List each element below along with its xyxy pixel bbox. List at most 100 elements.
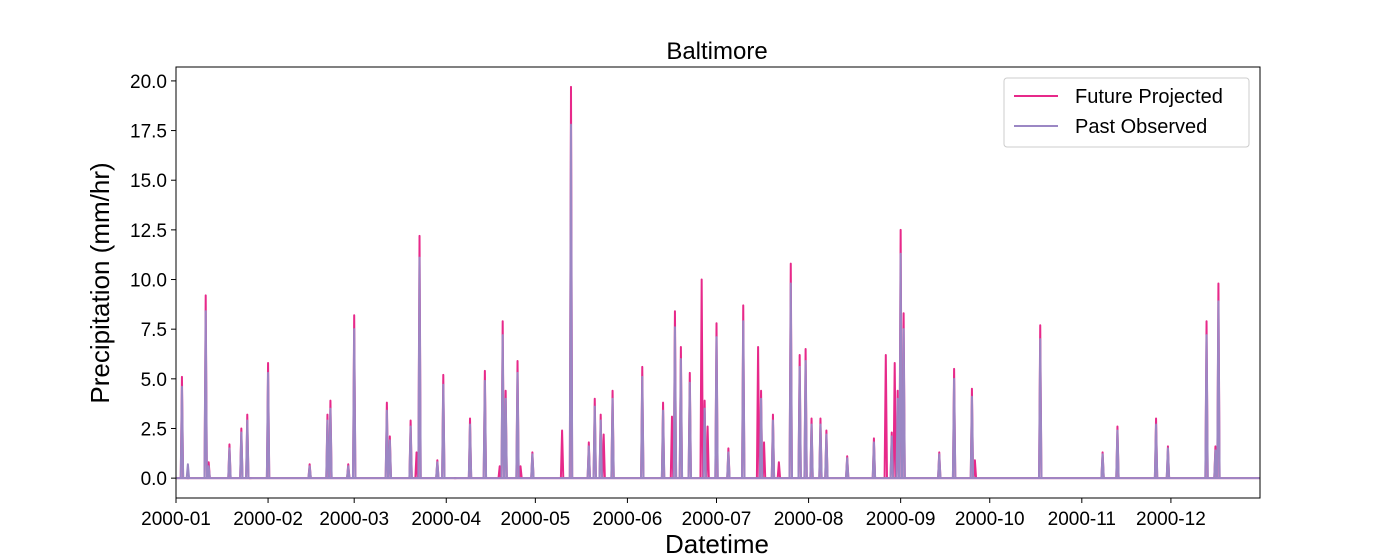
- series-point: [687, 381, 692, 479]
- series-point: [1115, 429, 1120, 479]
- y-tick-label: 17.5: [130, 122, 167, 143]
- series-point: [435, 461, 440, 479]
- series-point: [179, 385, 185, 479]
- series-point: [530, 453, 535, 479]
- chart-title: Baltimore: [666, 38, 767, 65]
- series-point: [660, 409, 666, 479]
- series-point: [818, 423, 823, 479]
- series-point: [714, 336, 719, 479]
- legend-label-future-projected: Future Projected: [1075, 86, 1223, 108]
- series-point: [898, 252, 903, 479]
- series-point: [227, 447, 232, 479]
- series-point: [408, 425, 413, 479]
- x-tick-label: 2000-05: [500, 509, 570, 530]
- series-point: [500, 334, 505, 479]
- series-point: [824, 433, 829, 479]
- y-tick-label: 15.0: [130, 171, 167, 192]
- y-axis-label: Precipitation (mm/hr): [85, 162, 115, 403]
- series-point: [586, 445, 592, 479]
- series-point: [702, 407, 707, 479]
- series-point: [895, 397, 900, 479]
- series-point: [307, 465, 312, 479]
- x-tick-label: 2000-02: [233, 509, 303, 530]
- y-tick-label: 20.0: [130, 72, 167, 93]
- y-axis-ticks: 0.0 2.5 5.0 7.5 10.0 12.5 15.0 17.5 20.0: [130, 72, 176, 490]
- series-point: [788, 282, 793, 479]
- x-tick-label: 2000-12: [1136, 509, 1206, 530]
- series-point: [776, 461, 782, 479]
- series-point: [346, 465, 351, 479]
- series-point: [758, 397, 764, 479]
- series-point: [1153, 423, 1159, 479]
- series-point: [972, 459, 978, 479]
- series-point: [206, 465, 211, 479]
- legend-label-past-observed: Past Observed: [1075, 116, 1207, 138]
- y-tick-label: 12.5: [130, 221, 167, 242]
- series-point: [598, 419, 603, 479]
- series-point: [467, 423, 473, 479]
- x-tick-label: 2000-06: [593, 509, 663, 530]
- series-point: [901, 328, 906, 479]
- x-tick-label: 2000-10: [955, 509, 1025, 530]
- series-point: [1204, 334, 1209, 479]
- series-point: [741, 320, 746, 479]
- series-point: [414, 451, 419, 479]
- series-point: [518, 465, 523, 479]
- series-point: [325, 419, 330, 479]
- series-point: [871, 441, 877, 479]
- y-tick-label: 2.5: [141, 419, 167, 440]
- x-tick-label: 2000-07: [682, 509, 752, 530]
- plot-area: [176, 85, 1260, 480]
- y-tick-label: 0.0: [141, 469, 167, 490]
- y-tick-label: 10.0: [130, 271, 167, 292]
- series-point: [809, 423, 814, 479]
- series-point: [239, 431, 244, 479]
- series-point: [441, 383, 446, 479]
- series-past-observed: [176, 123, 1260, 480]
- series-point: [951, 377, 957, 479]
- series-point: [678, 357, 684, 479]
- x-tick-label: 2000-04: [411, 509, 481, 530]
- series-point: [328, 407, 333, 479]
- legend-box: [1003, 77, 1250, 148]
- series-point: [889, 435, 894, 479]
- series-point: [384, 409, 390, 479]
- series-point: [387, 439, 393, 479]
- series-point: [797, 365, 802, 479]
- series-point: [497, 465, 502, 479]
- series-point: [640, 375, 645, 479]
- y-tick-label: 7.5: [141, 320, 167, 341]
- series-point: [1100, 453, 1105, 479]
- series-point: [892, 361, 897, 479]
- x-tick-label: 2000-11: [1048, 509, 1116, 530]
- series-point: [351, 328, 357, 479]
- series-point: [417, 256, 422, 479]
- series-point: [1216, 300, 1221, 479]
- series-point: [482, 379, 488, 479]
- series-point: [937, 453, 942, 479]
- series-point: [515, 371, 520, 479]
- series-point: [559, 429, 565, 479]
- series-point: [672, 326, 678, 479]
- x-tick-label: 2000-01: [141, 509, 211, 530]
- plot-frame: [175, 66, 1261, 499]
- y-tick-label: 5.0: [141, 370, 167, 391]
- series-point: [726, 451, 731, 479]
- series-point: [203, 310, 208, 479]
- series-point: [592, 405, 597, 479]
- x-axis-label: Datetime: [665, 529, 769, 559]
- x-tick-label: 2000-08: [774, 509, 844, 530]
- series-point: [1165, 447, 1171, 479]
- series-point: [669, 415, 675, 479]
- series-point: [1213, 449, 1218, 479]
- series-point: [705, 425, 710, 479]
- series-point: [969, 395, 975, 479]
- series-point: [245, 419, 250, 479]
- x-tick-label: 2000-09: [866, 509, 936, 530]
- series-point: [755, 346, 761, 479]
- x-axis-ticks: 2000-01 2000-02 2000-03 2000-04 2000-05 2000-…: [141, 498, 1206, 530]
- series-point: [185, 463, 191, 479]
- series-point: [761, 441, 767, 479]
- series-point: [1038, 338, 1043, 479]
